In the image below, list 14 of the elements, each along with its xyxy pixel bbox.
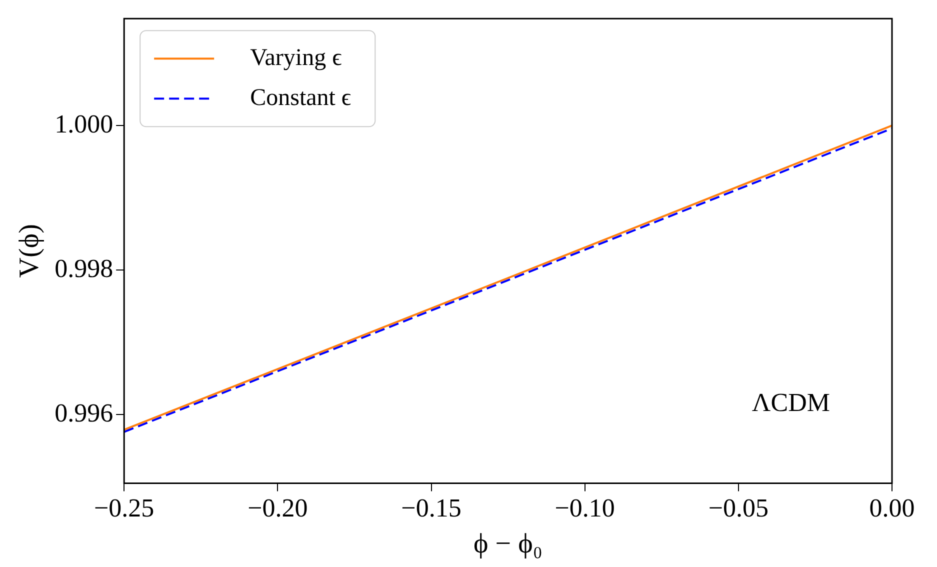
x-tick-label: −0.20: [248, 494, 308, 523]
x-tick-label: 0.00: [869, 494, 915, 523]
y-tick-label: 0.998: [54, 254, 114, 283]
y-tick-label: 0.996: [54, 398, 114, 428]
x-tick-label: −0.25: [94, 494, 154, 523]
x-tick-label: −0.05: [708, 494, 769, 523]
x-tick-label: −0.10: [554, 494, 615, 523]
y-axis-title: V(ϕ): [14, 224, 46, 278]
x-tick-label: −0.15: [401, 494, 462, 523]
legend-label: Constant ϵ: [250, 84, 352, 111]
x-axis-title: ϕ − ϕ₀: [474, 528, 543, 560]
y-tick-label: 1.000: [54, 109, 114, 138]
legend-label: Varying ϵ: [250, 44, 342, 71]
annotation: ΛCDM: [752, 388, 830, 418]
